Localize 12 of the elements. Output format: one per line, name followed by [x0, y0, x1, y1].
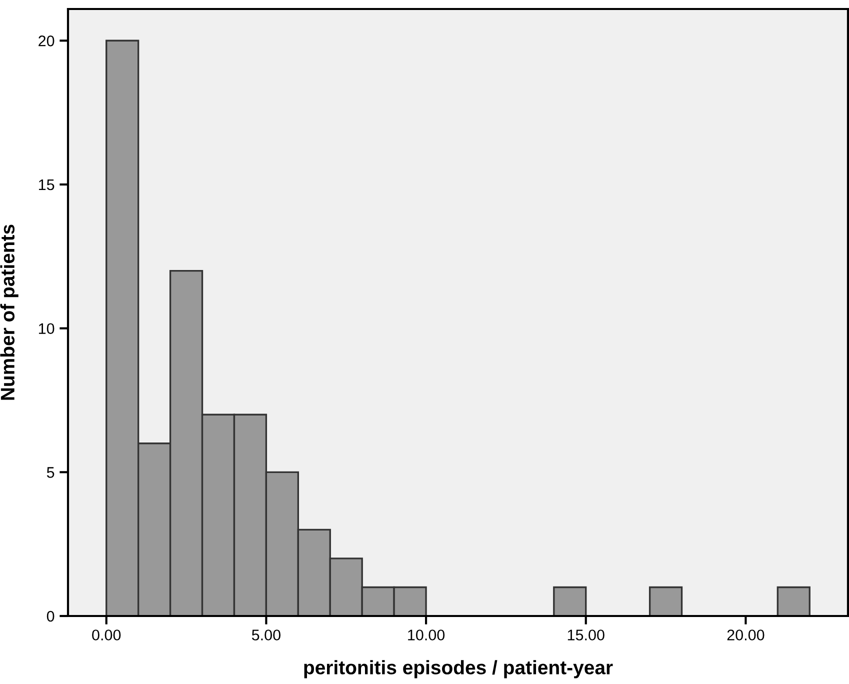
y-tick-label: 10: [38, 323, 54, 334]
y-tick-label: 20: [38, 36, 54, 46]
x-tick-label: 20.00: [727, 630, 764, 640]
x-tick-label: 5.00: [252, 630, 280, 640]
x-tick-label: 15.00: [568, 630, 604, 640]
y-tick-label: 0: [46, 610, 54, 622]
y-axis-title: Number of patients: [0, 224, 18, 400]
x-tick-label: 10.00: [408, 630, 445, 640]
x-axis-title: peritonitis episodes / patient-year: [304, 660, 613, 678]
y-tick-label: 15: [38, 180, 54, 190]
y-tick-label: 5: [46, 467, 54, 478]
x-tick-label: 0.00: [92, 630, 121, 640]
